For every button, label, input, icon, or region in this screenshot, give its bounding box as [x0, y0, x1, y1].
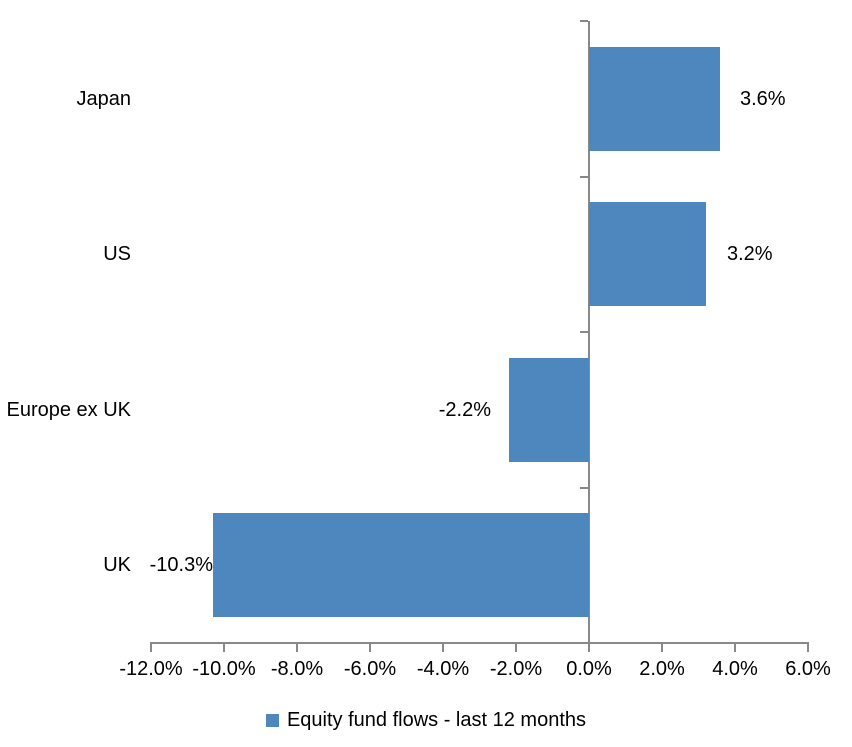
y-axis-tick: [580, 486, 588, 489]
x-tick-label: 2.0%: [639, 658, 685, 680]
y-axis-tick: [580, 175, 588, 178]
x-tick-label: -2.0%: [489, 658, 543, 680]
x-tick-label: -4.0%: [416, 658, 470, 680]
x-tick-label: 4.0%: [712, 658, 758, 680]
x-axis-tick: [150, 644, 152, 652]
category-label: US: [103, 243, 131, 265]
category-label: Japan: [76, 88, 132, 110]
x-tick-label: -6.0%: [343, 658, 397, 680]
data-label: -2.2%: [438, 399, 491, 421]
x-axis-tick: [807, 644, 809, 652]
x-axis-tick: [588, 644, 590, 652]
bar: [213, 513, 590, 617]
legend-label: Equity fund flows - last 12 months: [286, 709, 587, 731]
x-axis-tick: [442, 644, 444, 652]
bar: [589, 47, 720, 151]
bar: [508, 358, 589, 462]
x-tick-label: 0.0%: [566, 658, 612, 680]
legend: Equity fund flows - last 12 months: [0, 708, 852, 732]
y-axis-tick: [580, 642, 588, 644]
x-tick-label: 6.0%: [785, 658, 831, 680]
x-tick-label: -8.0%: [270, 658, 324, 680]
data-label: 3.2%: [727, 243, 773, 265]
category-label: Europe ex UK: [6, 399, 131, 421]
data-label: -10.3%: [149, 554, 213, 576]
x-tick-label: -10.0%: [192, 658, 256, 680]
x-tick-label: -12.0%: [119, 658, 183, 680]
y-axis-line: [588, 21, 590, 644]
x-axis-tick: [515, 644, 517, 652]
x-axis-tick: [661, 644, 663, 652]
bar: [589, 202, 706, 306]
x-axis-tick: [223, 644, 225, 652]
category-label: UK: [103, 554, 131, 576]
x-axis-line: [150, 642, 809, 644]
x-axis-tick: [296, 644, 298, 652]
data-label: 3.6%: [740, 88, 786, 110]
legend-swatch-icon: [265, 713, 279, 727]
x-axis-tick: [369, 644, 371, 652]
y-axis-tick: [580, 331, 588, 333]
x-axis-tick: [734, 644, 736, 652]
y-axis-tick: [580, 20, 588, 22]
